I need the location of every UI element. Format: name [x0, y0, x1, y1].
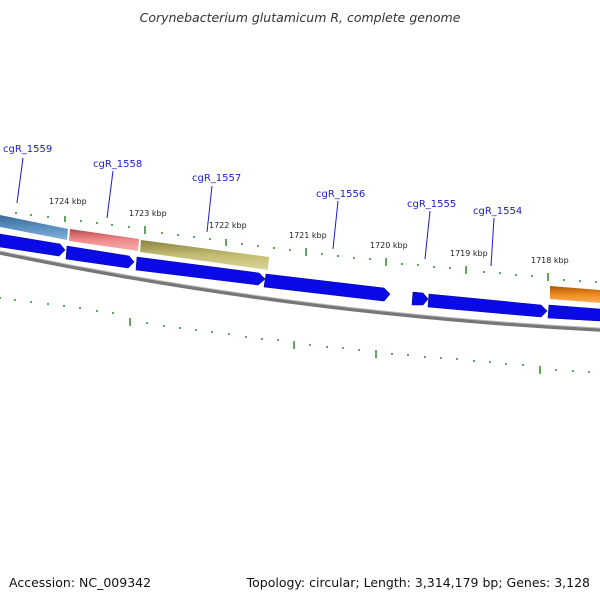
cds-track	[0, 233, 600, 322]
gene-label-cgr-1555: cgR_1555	[407, 199, 456, 210]
cds-arrow	[263, 273, 391, 302]
accession-text: Accession: NC_009342	[9, 575, 152, 590]
genome-backbone	[0, 251, 600, 332]
lower-ruler-ticks	[0, 297, 590, 374]
kbp-label-1719: 1719 kbp	[450, 249, 488, 258]
kbp-ruler-ticks	[15, 212, 597, 283]
kbp-label-1720: 1720 kbp	[370, 241, 408, 250]
feature-orange	[550, 286, 600, 303]
gene-leader-lines	[16, 157, 495, 267]
kbp-label-1722: 1722 kbp	[209, 221, 247, 230]
kbp-label-1721: 1721 kbp	[289, 231, 327, 240]
cds-arrow	[135, 256, 266, 286]
feature-pink	[69, 229, 139, 251]
cds-arrow	[65, 245, 135, 269]
cds-arrow	[427, 293, 548, 318]
feature-olive	[140, 240, 269, 270]
gene-label-cgr-1554: cgR_1554	[473, 206, 522, 217]
map-title: Corynebacterium glutamicum R, complete g…	[139, 10, 461, 25]
gene-label-cgr-1557: cgR_1557	[192, 173, 241, 184]
kbp-label-1718: 1718 kbp	[531, 256, 569, 265]
kbp-label-1724: 1724 kbp	[49, 197, 87, 206]
feature-track	[0, 215, 600, 303]
cds-arrow	[547, 304, 600, 322]
gene-label-cgr-1558: cgR_1558	[93, 159, 142, 170]
genome-summary-text: Topology: circular; Length: 3,314,179 bp…	[246, 575, 590, 590]
feature-steelblue	[0, 215, 68, 240]
cds-arrow	[0, 233, 66, 257]
gene-label-cgr-1556: cgR_1556	[316, 189, 365, 200]
kbp-label-1723: 1723 kbp	[129, 209, 167, 218]
gene-label-cgr-1559: cgR_1559	[3, 144, 52, 155]
cds-arrow	[411, 291, 429, 306]
